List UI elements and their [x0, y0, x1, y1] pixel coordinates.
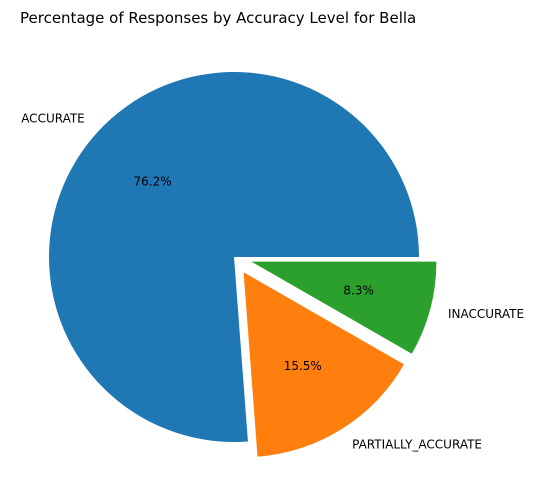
pct-label-inaccurate: 8.3% — [343, 283, 374, 297]
pct-label-accurate: 76.2% — [134, 175, 172, 189]
slice-label-accurate: ACCURATE — [21, 112, 85, 126]
slice-label-inaccurate: INACCURATE — [448, 307, 524, 321]
pct-label-partially-accurate: 15.5% — [284, 359, 322, 373]
chart-title: Percentage of Responses by Accuracy Leve… — [20, 9, 416, 27]
slice-label-partially-accurate: PARTIALLY_ACCURATE — [352, 437, 482, 451]
